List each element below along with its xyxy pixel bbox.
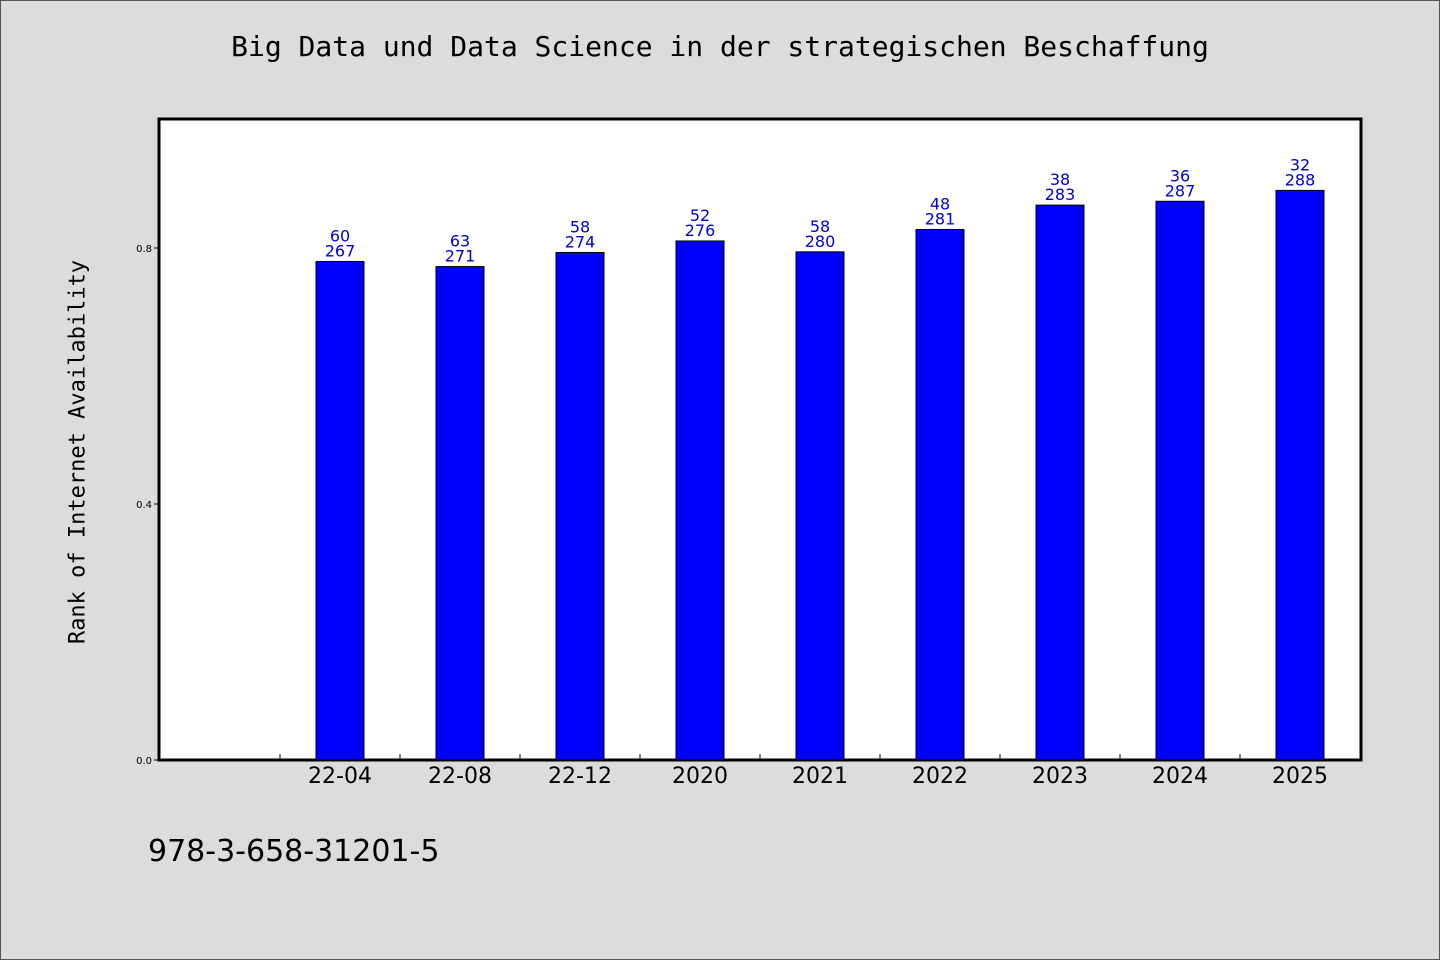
data-label-bottom: 287 bbox=[1165, 181, 1196, 200]
x-tick-label: 22-04 bbox=[308, 764, 372, 789]
y-tick-label: 0.8 bbox=[136, 244, 152, 255]
data-label-bottom: 281 bbox=[925, 209, 956, 228]
data-label-top: 60 bbox=[330, 226, 350, 245]
data-label-top: 63 bbox=[450, 232, 470, 251]
x-tick-label: 22-08 bbox=[428, 764, 492, 789]
data-label-bottom: 271 bbox=[445, 247, 476, 266]
x-tick-label: 2021 bbox=[792, 764, 848, 789]
x-tick-label: 22-12 bbox=[548, 764, 612, 789]
bar bbox=[915, 228, 965, 761]
y-tick-label: 0.0 bbox=[136, 756, 152, 767]
data-label-bottom: 283 bbox=[1045, 185, 1076, 204]
chart-title: Big Data und Data Science in der strateg… bbox=[231, 30, 1209, 63]
data-label-top: 48 bbox=[930, 194, 950, 213]
data-label-top: 58 bbox=[570, 217, 590, 236]
bar bbox=[555, 251, 605, 761]
data-label-top: 38 bbox=[1050, 170, 1070, 189]
bar bbox=[1275, 189, 1325, 761]
bar bbox=[435, 266, 485, 761]
x-tick-label: 2020 bbox=[672, 764, 728, 789]
x-tick-label: 2022 bbox=[912, 764, 968, 789]
data-label-bottom: 280 bbox=[805, 232, 836, 251]
data-label-bottom: 288 bbox=[1285, 170, 1316, 189]
data-label-top: 32 bbox=[1290, 155, 1310, 174]
data-label-bottom: 276 bbox=[685, 221, 716, 240]
data-label-top: 36 bbox=[1170, 166, 1190, 185]
isbn-text: 978-3-658-31201-5 bbox=[148, 834, 440, 869]
data-label-bottom: 267 bbox=[325, 241, 356, 260]
data-label-top: 52 bbox=[690, 206, 710, 225]
x-tick-label: 2025 bbox=[1272, 764, 1328, 789]
y-ticks-group: 0.0 0.4 0.8 bbox=[136, 244, 160, 767]
x-ticks-group: 22-04 22-08 22-12 2020 2021 2022 2023 2024 2025 bbox=[279, 754, 1328, 789]
bar bbox=[315, 260, 365, 761]
data-label-bottom: 274 bbox=[565, 232, 596, 251]
bar bbox=[1035, 204, 1085, 761]
bar bbox=[675, 240, 725, 761]
y-tick-label: 0.4 bbox=[136, 500, 152, 511]
x-tick-label: 2024 bbox=[1152, 764, 1208, 789]
bar bbox=[1155, 200, 1205, 761]
bar bbox=[795, 251, 845, 761]
x-tick-label: 2023 bbox=[1032, 764, 1088, 789]
data-label-top: 58 bbox=[810, 217, 830, 236]
